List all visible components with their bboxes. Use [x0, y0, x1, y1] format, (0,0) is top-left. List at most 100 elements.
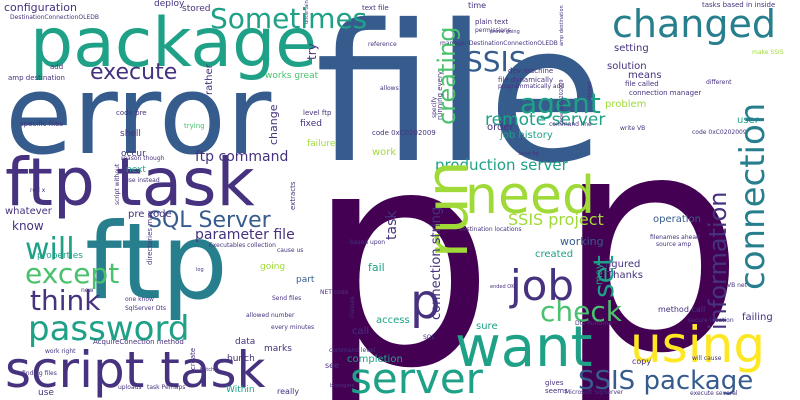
word-amp-destination-2: amp destination: [559, 5, 565, 46]
word-started: started: [587, 82, 593, 100]
word-amp-destination: amp destination: [8, 74, 65, 82]
word-next: next: [126, 165, 146, 175]
word-destinationconnectionoledb: DestinationConnectionOLEDB: [10, 14, 99, 21]
word-based-upon: based upon: [350, 239, 386, 246]
word-different: different: [706, 79, 732, 86]
word-extracts: extracts: [289, 181, 297, 210]
word-ended-ok: ended OK: [490, 284, 515, 290]
word-manager-destinationconnectionoledb: manager DestinationConnectionOLEDB: [440, 40, 558, 47]
word-write-vb: write VB: [620, 125, 646, 132]
word-sql: SQL: [423, 334, 435, 341]
word-remote-server: remote server: [485, 110, 606, 130]
word-vb-net: VB net: [727, 282, 747, 289]
word-using: using: [630, 316, 766, 374]
word-run: run: [413, 160, 481, 258]
word-every-minutes: every minutes: [271, 324, 315, 331]
word-executables-collection: Executables collection: [209, 242, 276, 249]
word-fail: fail: [368, 261, 385, 274]
word-need: need: [465, 166, 595, 226]
word-file: file: [315, 0, 605, 205]
word-send-files: Send files: [272, 295, 302, 302]
word-p-right: p: [555, 70, 746, 400]
word-use-instead: use instead: [125, 177, 160, 184]
word-solution: solution: [607, 61, 647, 72]
word-will: will: [25, 232, 75, 267]
word-destination-locations: destination locations: [459, 226, 522, 233]
word-marks: marks: [264, 344, 292, 354]
word-rather: rather: [204, 64, 215, 95]
word-allows: allows: [380, 85, 399, 92]
word-file-dynamically: file dynamically: [498, 76, 554, 84]
word-thanks: Thanks: [607, 270, 643, 281]
word-going: going: [260, 262, 286, 272]
word-call: call: [352, 326, 370, 337]
word-created: created: [535, 249, 574, 260]
word-means: means: [628, 70, 662, 81]
word-prove-going: prove going: [490, 29, 520, 35]
word-add: add: [50, 63, 64, 71]
word-check: check: [540, 295, 622, 328]
word-specify: specify: [431, 96, 438, 118]
word-use: use: [38, 388, 54, 398]
word-p-left: p: [305, 85, 496, 400]
word-blackgate: blackgate: [330, 383, 355, 389]
word-fixed: fixed: [300, 119, 322, 129]
word-uploads: uploads: [118, 384, 142, 391]
word-ssis: SSIS: [465, 45, 527, 78]
word-want: want: [455, 315, 593, 380]
word-cause-us: cause us: [277, 247, 304, 254]
word-ssis-runtime: Dts Runtime: [575, 320, 613, 327]
word-plain-text: plain text: [475, 18, 509, 26]
word-works-great: works great: [265, 71, 319, 81]
word-tasks-based-in-inside: tasks based in inside: [702, 1, 776, 9]
word-sometimes: Sometimes: [210, 2, 368, 35]
word-operation: operation: [653, 214, 702, 225]
word-know: know: [12, 219, 44, 233]
word-task-vertical: task: [384, 210, 400, 240]
word-reason-though: reason though: [121, 155, 165, 162]
word-running-every: running every: [436, 70, 444, 120]
word-time: time: [468, 1, 487, 10]
word-sqlserver-dts: SqlServer Dts: [125, 305, 166, 312]
word-script-task: script task: [5, 341, 266, 399]
word-connection: connection: [733, 102, 773, 290]
word-script-without: script without: [114, 163, 121, 205]
word-think: think: [30, 284, 101, 317]
word-ftp-task: ftp task: [5, 144, 255, 221]
word-make-ssis: make SSIS: [752, 49, 784, 56]
word-work: work: [372, 147, 397, 158]
word-acquireconection-method: AcquireConection method: [93, 338, 184, 346]
word-execute-several: execute several: [690, 390, 738, 397]
word-will-cause: will cause: [692, 355, 722, 362]
word-server: server: [350, 354, 483, 400]
word-classes: classes: [349, 296, 356, 318]
word-new: new: [81, 287, 94, 294]
word-part: part: [296, 275, 315, 285]
word-change: change: [267, 104, 280, 145]
word-allowed-number: allowed number: [246, 312, 295, 319]
word-text-file: text file: [362, 4, 389, 12]
word-user: user: [737, 115, 759, 126]
word-sql-server: SQL Server: [148, 208, 271, 233]
word-copy: copy: [632, 357, 652, 366]
word-trying: trying: [184, 122, 205, 130]
word-figured: figured: [605, 259, 641, 270]
word-file-called: file called: [625, 80, 659, 88]
word-code-pre: code pre: [116, 109, 147, 117]
word-create: create: [189, 347, 197, 370]
word-secure-location: secure location: [688, 317, 734, 324]
word-password: password: [28, 309, 190, 349]
word-problem: problem: [605, 99, 647, 110]
word-access: access: [376, 315, 410, 326]
word-code-0xc0202009: code 0xC0202009: [372, 129, 436, 137]
word-may: may: [594, 263, 605, 285]
word-gives: gives: [545, 379, 564, 387]
word-source-amp: source amp: [656, 241, 692, 248]
word-see: see: [325, 361, 340, 370]
word-ssis-project: SSIS project: [508, 210, 604, 229]
word-order: order: [487, 122, 514, 133]
word-properties: properties: [37, 251, 83, 261]
word-filenames-ahead: filenames ahead: [650, 234, 700, 241]
word-within: Within: [226, 385, 255, 395]
